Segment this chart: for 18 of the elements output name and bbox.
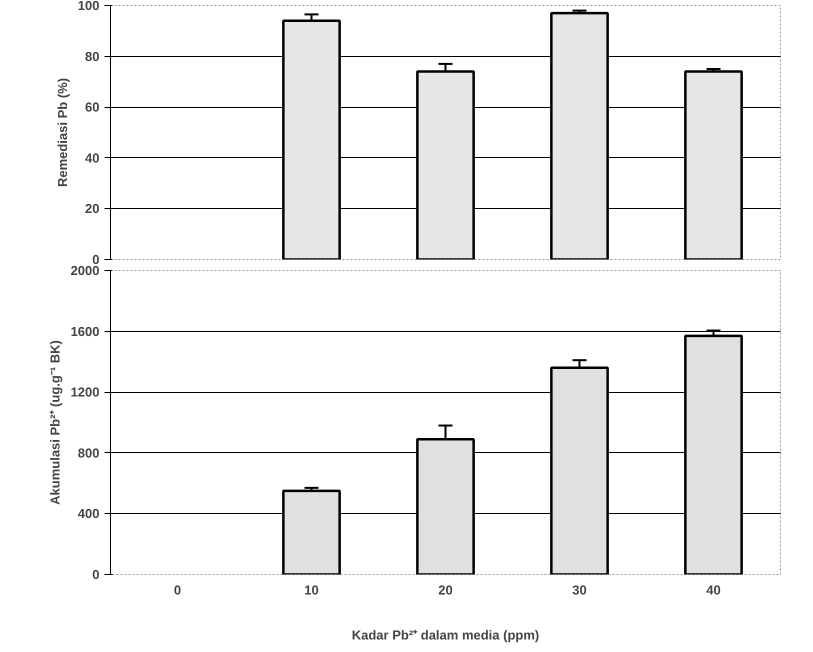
y-tick-label: 40 xyxy=(85,150,100,166)
x-tick-label: 10 xyxy=(304,582,319,598)
y-tick-label: 20 xyxy=(85,201,100,216)
x-tick-label: 40 xyxy=(706,582,721,598)
y-tick-label: 80 xyxy=(85,48,100,64)
x-tick-label: 0 xyxy=(174,582,182,598)
y-tick-label: 100 xyxy=(78,0,100,13)
y-tick-label: 800 xyxy=(78,445,100,460)
y-axis-title: Akumulasi Pb²⁺ (ug.g⁻¹ BK) xyxy=(48,340,63,505)
y-tick-label: 1600 xyxy=(70,324,100,339)
y-axis-title: Remediasi Pb (%) xyxy=(54,78,70,188)
x-tick-label: 20 xyxy=(438,582,453,598)
y-tick-label: 60 xyxy=(85,100,100,115)
y-tick-label: 1200 xyxy=(70,384,100,400)
x-axis-title: Kadar Pb²⁺ dalam media (ppm) xyxy=(352,628,540,642)
y-tick-label: 400 xyxy=(78,506,100,522)
x-tick-label: 30 xyxy=(572,582,587,598)
y-tick-label: 0 xyxy=(92,567,100,582)
